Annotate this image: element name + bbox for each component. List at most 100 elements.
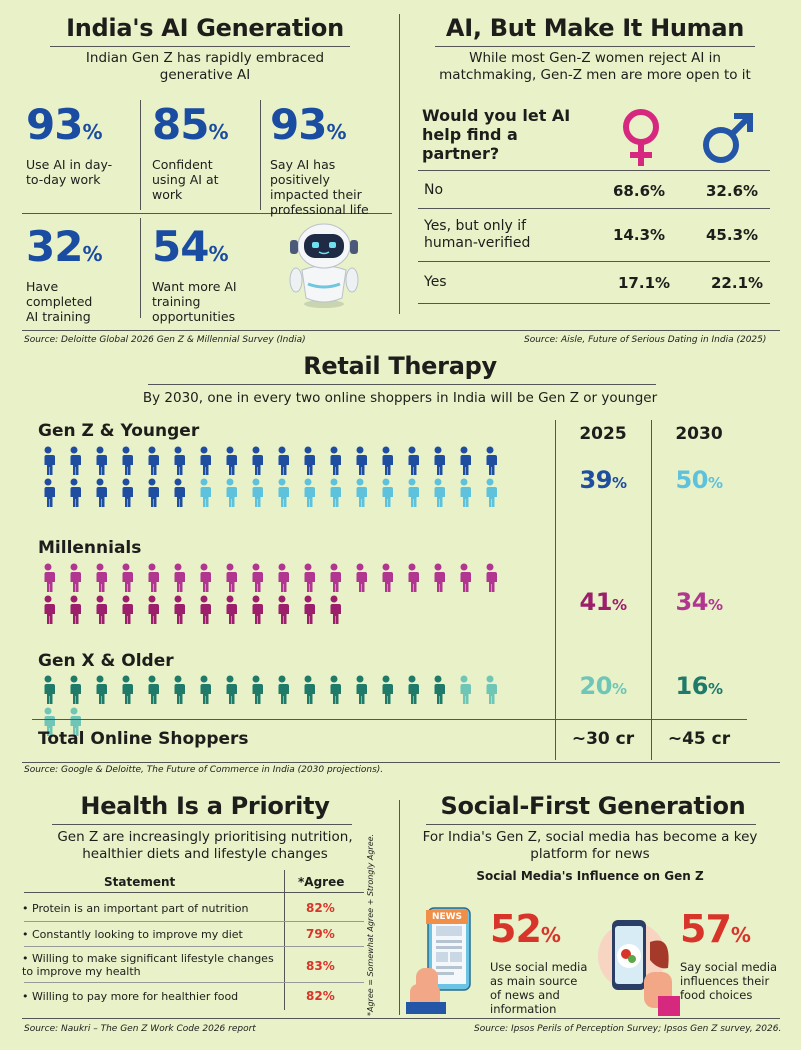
phone-food-icon [598, 920, 680, 1016]
retail-genx-2030-unit: % [707, 680, 723, 698]
health-footnote: *Agree = Somewhat Agree + Strongly Agree… [366, 833, 375, 1016]
ai-human-row-1-male: 32.6% [706, 182, 759, 200]
health-row-3-agree: 83% [306, 959, 335, 973]
robot-icon [289, 223, 359, 308]
social-chart-title: Social Media's Influence on Gen Z [476, 869, 704, 883]
person-icon [355, 563, 367, 592]
person-icon [95, 595, 107, 624]
person-icon [225, 563, 237, 592]
ai-human-row-2-label: Yes, but only if human-verified [424, 218, 531, 251]
health-row-2: • Constantly looking to improve my diet [22, 928, 243, 941]
person-icon [225, 675, 237, 704]
health-row-2-statement: Constantly looking to improve my diet [32, 928, 243, 941]
person-icon [303, 446, 315, 475]
news-badge: NEWS [426, 910, 468, 924]
health-col-statement: Statement [104, 875, 176, 889]
person-icon [69, 675, 81, 704]
person-icon [121, 563, 133, 592]
social-title: Social-First Generation [440, 792, 746, 820]
retail-genz-2025: 39% [555, 466, 651, 494]
person-icon [329, 563, 341, 592]
person-icon [69, 446, 81, 475]
person-icon [199, 478, 211, 507]
ai-human-row-1-female: 68.6% [613, 182, 666, 200]
retail-total-2025: ~30 cr [571, 729, 635, 749]
person-icon [381, 446, 393, 475]
retail-source: Source: Google & Deloitte, The Future of… [24, 765, 384, 775]
person-icon [95, 478, 107, 507]
person-icon [355, 675, 367, 704]
person-icon [69, 595, 81, 624]
person-icon [381, 675, 393, 704]
ai-generation-title: India's AI Generation [66, 14, 344, 42]
person-icon [433, 478, 445, 507]
male-symbol-icon [703, 113, 753, 163]
ai-stat-3: 93% Say AI has positively impacted their… [270, 104, 390, 218]
person-icon [433, 446, 445, 475]
person-icon [225, 595, 237, 624]
person-icon [199, 563, 211, 592]
person-icon [303, 563, 315, 592]
retail-millennials-2030-unit: % [707, 596, 723, 614]
ai-stat-4-label: Have completed AI training [26, 279, 93, 324]
retail-millennials-2025-value: 41 [579, 588, 613, 616]
retail-col-2025: 2025 [579, 424, 627, 444]
ai-stat-4-value: 32 [26, 222, 83, 271]
ai-stat-2-label: Confident using AI at work [152, 157, 219, 202]
social-stat-1-value: 52 [490, 907, 542, 951]
person-icon [329, 446, 341, 475]
health-row-3: • Willing to make significant lifestyle … [22, 952, 274, 978]
person-icon [147, 446, 159, 475]
ai-human-row-2-female: 14.3% [613, 226, 666, 244]
ai-human-title: AI, But Make It Human [445, 14, 745, 42]
person-icon [407, 446, 419, 475]
ai-stat-2: 85% Confident using AI at work [152, 104, 257, 203]
ai-stat-5-label: Want more AI training opportunities [152, 279, 237, 324]
retail-group-genx-label: Gen X & Older [38, 651, 174, 671]
person-icon [95, 563, 107, 592]
retail-millennials-2030: 34% [651, 588, 747, 616]
person-icon [147, 478, 159, 507]
person-icon [43, 595, 55, 624]
ai-stat-4-unit: % [82, 242, 103, 266]
person-icon [329, 595, 341, 624]
ai-stat-4: 32% Have completed AI training [26, 226, 136, 325]
ai-human-row-2-male: 45.3% [706, 226, 759, 244]
person-icon [121, 595, 133, 624]
person-icon [381, 478, 393, 507]
person-icon [277, 446, 289, 475]
ai-human-row-3-label: Yes [424, 274, 447, 290]
social-subtitle: For India's Gen Z, social media has beco… [422, 829, 758, 862]
person-icon [95, 446, 107, 475]
person-icon [485, 446, 497, 475]
person-icon [355, 446, 367, 475]
retail-group-millennials-label: Millennials [38, 538, 142, 558]
retail-title: Retail Therapy [303, 352, 497, 380]
person-icon [381, 563, 393, 592]
person-icon [485, 563, 497, 592]
retail-genx-2030-value: 16 [675, 672, 709, 700]
person-icon [121, 675, 133, 704]
person-icon [329, 675, 341, 704]
health-row-2-agree: 79% [306, 927, 335, 941]
ai-stat-1-unit: % [82, 120, 103, 144]
person-icon [303, 675, 315, 704]
person-icon [251, 675, 263, 704]
health-row-3-statement: Willing to make significant lifestyle ch… [22, 952, 274, 978]
person-icon [407, 478, 419, 507]
health-row-1-statement: Protein is an important part of nutritio… [32, 902, 249, 915]
health-row-4-agree: 82% [306, 989, 335, 1003]
ai-stat-1: 93% Use AI in day-to-day work [26, 104, 136, 188]
phone-news-icon [406, 907, 471, 1014]
person-icon [121, 446, 133, 475]
person-icon [251, 595, 263, 624]
person-icon [199, 446, 211, 475]
people-pictogram [43, 563, 497, 624]
social-stat-2-value: 57 [680, 907, 732, 951]
ai-stat-5: 54% Want more AI training opportunities [152, 226, 262, 325]
ai-human-question: Would you let AI help find a partner? [422, 106, 571, 163]
retail-subtitle: By 2030, one in every two online shopper… [142, 390, 658, 406]
person-icon [433, 675, 445, 704]
person-icon [433, 563, 445, 592]
ai-stat-3-unit: % [326, 120, 347, 144]
